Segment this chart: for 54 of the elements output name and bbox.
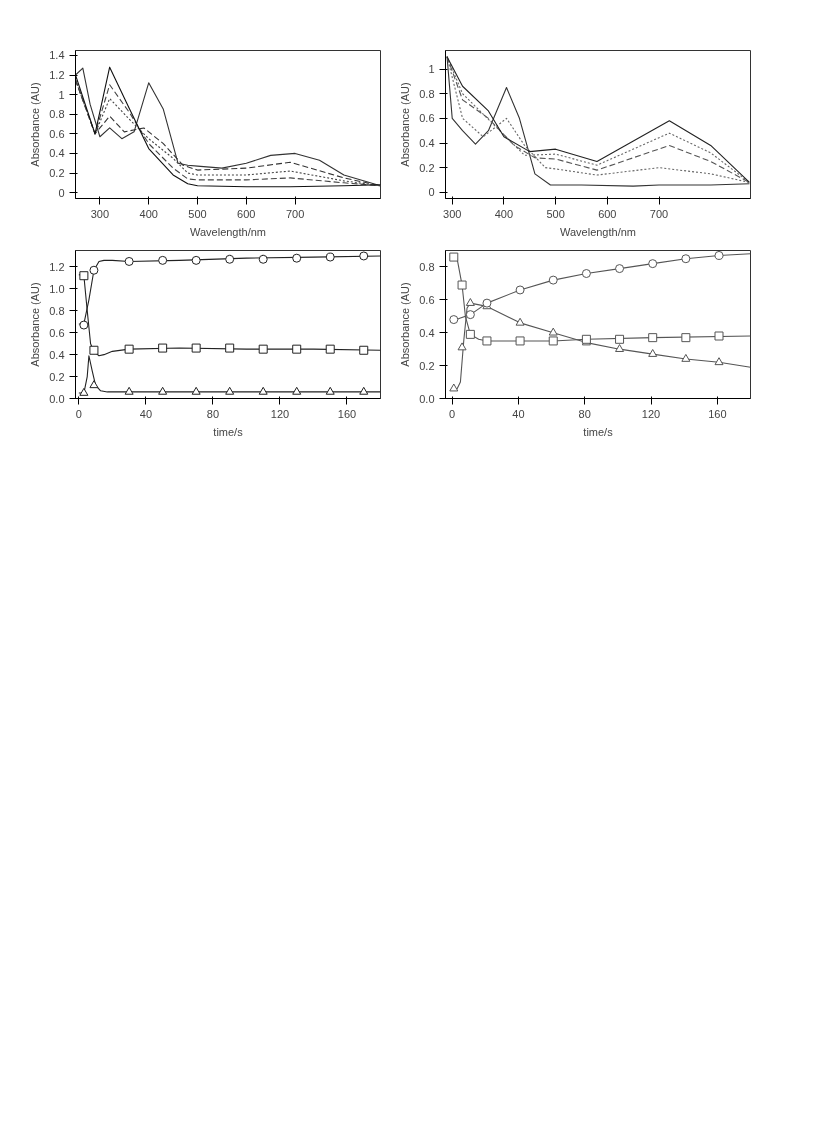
x-tick-label: 700 — [285, 207, 305, 220]
y-axis-title: Absorbance (AU) — [399, 82, 412, 167]
y-tick-label: 0.2 — [49, 370, 65, 383]
y-tick-label: 0.6 — [419, 293, 435, 306]
x-tick-label: 0 — [449, 407, 456, 420]
x-axis-title: Wavelength/nm — [559, 225, 637, 238]
y-axis-title: Absorbance (AU) — [29, 82, 42, 167]
x-tick-label: 120 — [641, 407, 661, 420]
x-tick-label: 400 — [139, 207, 158, 220]
y-tick-label: 0.2 — [419, 359, 435, 372]
y-tick-label: 1.2 — [49, 260, 65, 273]
y-tick-label: 0 — [428, 186, 435, 199]
y-tick-label: 0.8 — [49, 108, 65, 121]
y-tick-label: 0.2 — [49, 167, 65, 180]
x-tick-label: 500 — [546, 207, 565, 220]
x-tick-label: 400 — [494, 207, 514, 220]
x-tick-label: 160 — [337, 407, 357, 420]
y-axis-title: Absorbance (AU) — [399, 282, 412, 367]
y-tick-label: 1.4 — [49, 49, 65, 62]
y-tick-label: 0.2 — [419, 161, 435, 174]
x-axis-title: Wavelength/nm — [189, 225, 267, 238]
y-tick-label: 0.6 — [49, 326, 65, 339]
y-tick-label: 0.8 — [49, 304, 65, 317]
x-tick-label: 40 — [512, 407, 525, 420]
x-tick-label: 40 — [139, 407, 153, 420]
y-tick-label: 0.0 — [419, 392, 435, 405]
x-tick-label: 700 — [649, 207, 669, 220]
y-tick-label: 0.0 — [49, 392, 65, 405]
y-tick-label: 0.6 — [49, 127, 65, 140]
y-tick-label: 1 — [58, 88, 65, 101]
x-axis-title: time/s — [583, 425, 614, 438]
x-axis-title: time/s — [213, 425, 244, 438]
y-tick-label: 0.8 — [419, 260, 435, 273]
x-tick-label: 160 — [708, 407, 727, 420]
y-tick-label: 1 — [428, 63, 435, 75]
y-tick-label: 0.4 — [49, 147, 65, 160]
x-tick-label: 80 — [206, 407, 220, 420]
x-tick-label: 80 — [578, 407, 591, 420]
x-tick-label: 0 — [75, 407, 82, 420]
y-tick-label: 0.8 — [419, 87, 435, 100]
y-tick-label: 0.6 — [419, 112, 435, 125]
y-tick-label: 1.2 — [49, 69, 65, 81]
x-tick-label: 120 — [270, 407, 290, 420]
y-tick-label: 0 — [58, 186, 65, 199]
y-tick-label: 0.4 — [419, 137, 435, 149]
y-tick-label: 1.0 — [49, 282, 65, 295]
x-tick-label: 500 — [188, 207, 207, 220]
y-tick-label: 0.4 — [419, 326, 435, 339]
x-tick-label: 300 — [90, 207, 110, 220]
x-tick-label: 600 — [237, 207, 256, 220]
x-tick-label: 300 — [443, 207, 462, 220]
y-axis-title: Absorbance (AU) — [29, 282, 42, 367]
x-tick-label: 600 — [598, 207, 617, 220]
y-tick-label: 0.4 — [49, 348, 65, 361]
